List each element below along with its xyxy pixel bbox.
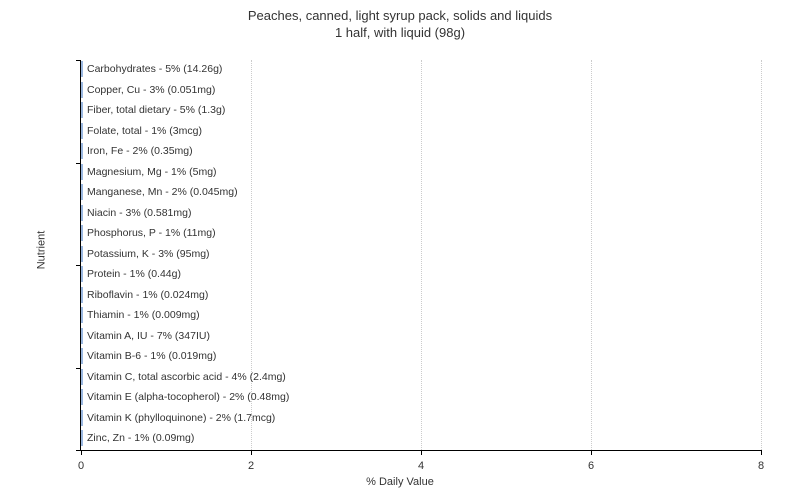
grid-line [591,60,592,450]
bar: Iron, Fe - 2% (0.35mg) [81,143,83,159]
bar-label: Vitamin C, total ascorbic acid - 4% (2.4… [82,370,286,384]
bar-label: Protein - 1% (0.44g) [82,267,181,281]
bar: Fiber, total dietary - 5% (1.3g) [81,102,83,118]
bar: Vitamin C, total ascorbic acid - 4% (2.4… [81,369,83,385]
bar: Vitamin K (phylloquinone) - 2% (1.7mcg) [81,410,83,426]
x-tick [251,450,252,455]
bar: Magnesium, Mg - 1% (5mg) [81,164,83,180]
bar: Protein - 1% (0.44g) [81,266,83,282]
bar-label: Potassium, K - 3% (95mg) [82,247,210,261]
y-axis-label: Nutrient [35,231,47,270]
bar-label: Vitamin B-6 - 1% (0.019mg) [82,349,216,363]
bar: Niacin - 3% (0.581mg) [81,205,83,221]
x-tick-label: 4 [418,460,424,472]
x-tick-label: 8 [758,460,764,472]
y-tick [76,450,81,451]
x-axis-label: % Daily Value [0,476,800,488]
chart-title: Peaches, canned, light syrup pack, solid… [0,8,800,42]
bar-label: Iron, Fe - 2% (0.35mg) [82,144,193,158]
bar-label: Fiber, total dietary - 5% (1.3g) [82,103,225,117]
bar: Vitamin E (alpha-tocopherol) - 2% (0.48m… [81,389,83,405]
bar-label: Thiamin - 1% (0.009mg) [82,308,200,322]
bar-label: Vitamin K (phylloquinone) - 2% (1.7mcg) [82,411,275,425]
x-tick-label: 0 [78,460,84,472]
x-tick [761,450,762,455]
chart-title-line1: Peaches, canned, light syrup pack, solid… [248,8,552,23]
bar: Riboflavin - 1% (0.024mg) [81,287,83,303]
bar-label: Folate, total - 1% (3mcg) [82,124,202,138]
x-tick-label: 2 [248,460,254,472]
bar-label: Vitamin A, IU - 7% (347IU) [82,329,210,343]
bar-label: Zinc, Zn - 1% (0.09mg) [82,431,194,445]
bar-label: Phosphorus, P - 1% (11mg) [82,226,216,240]
grid-line [421,60,422,450]
x-tick [81,450,82,455]
nutrient-chart: Peaches, canned, light syrup pack, solid… [0,0,800,500]
bar-label: Copper, Cu - 3% (0.051mg) [82,83,215,97]
bar-label: Niacin - 3% (0.581mg) [82,206,191,220]
bar-label: Magnesium, Mg - 1% (5mg) [82,165,217,179]
bar: Potassium, K - 3% (95mg) [81,246,83,262]
bar-label: Manganese, Mn - 2% (0.045mg) [82,185,238,199]
bar: Vitamin B-6 - 1% (0.019mg) [81,348,83,364]
chart-title-line2: 1 half, with liquid (98g) [335,25,465,40]
bar: Folate, total - 1% (3mcg) [81,123,83,139]
bar: Copper, Cu - 3% (0.051mg) [81,82,83,98]
bar-label: Riboflavin - 1% (0.024mg) [82,288,208,302]
plot-area: 02468Carbohydrates - 5% (14.26g)Copper, … [80,60,761,451]
bar-label: Vitamin E (alpha-tocopherol) - 2% (0.48m… [82,390,289,404]
x-tick [421,450,422,455]
bar: Vitamin A, IU - 7% (347IU) [81,328,83,344]
bar-label: Carbohydrates - 5% (14.26g) [82,62,222,76]
grid-line [761,60,762,450]
bar: Thiamin - 1% (0.009mg) [81,307,83,323]
x-tick-label: 6 [588,460,594,472]
bar: Zinc, Zn - 1% (0.09mg) [81,430,83,446]
bar: Manganese, Mn - 2% (0.045mg) [81,184,83,200]
bar: Carbohydrates - 5% (14.26g) [81,61,83,77]
bar: Phosphorus, P - 1% (11mg) [81,225,83,241]
x-tick [591,450,592,455]
